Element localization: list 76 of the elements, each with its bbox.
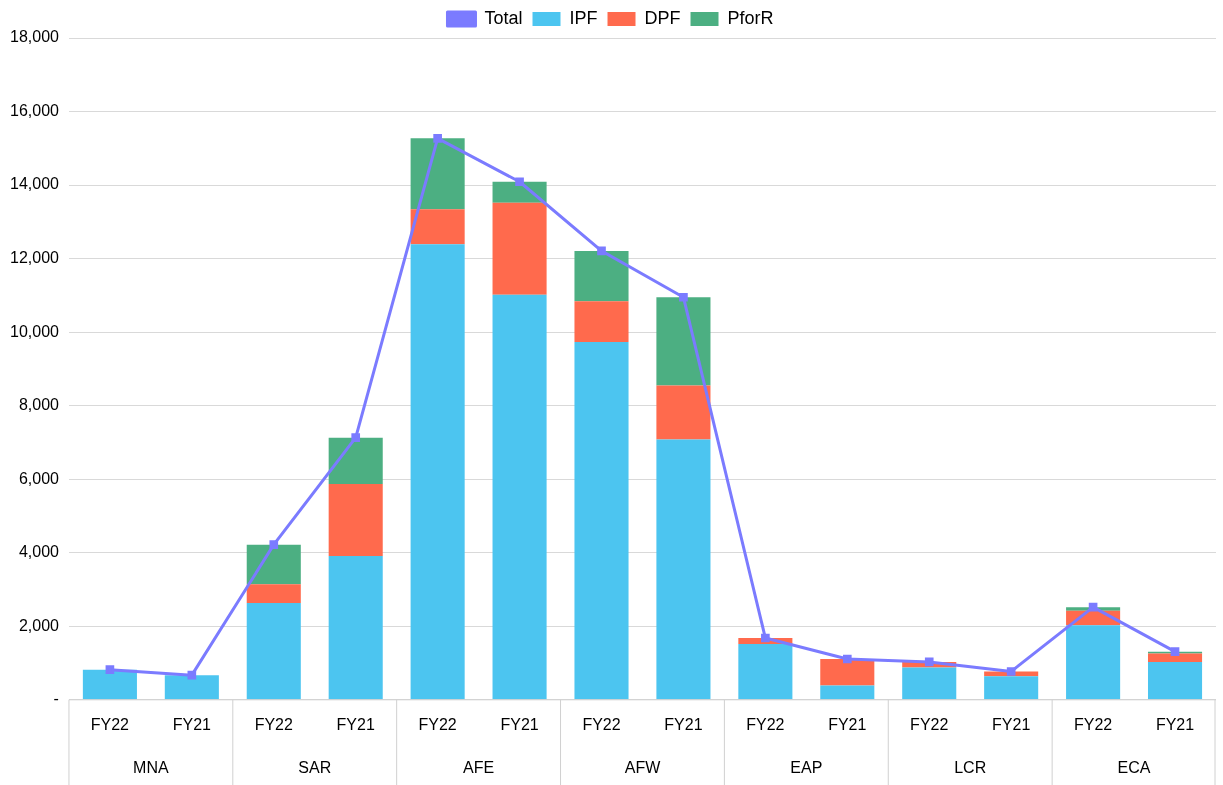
bar: [738, 643, 793, 700]
x-tick-label: FY22: [582, 715, 621, 733]
x-tick-label: FY22: [90, 715, 130, 733]
y-tick-label: 4,000: [18, 543, 60, 561]
point: [761, 633, 770, 643]
legend-label: PforR: [727, 7, 774, 28]
text: MNA: [133, 759, 169, 777]
point: [187, 670, 197, 680]
y-tick-label: 6,000: [18, 469, 60, 487]
bar: [164, 675, 219, 700]
point: [597, 246, 606, 256]
text: AFE: [463, 759, 495, 777]
x-tick-label: FY21: [500, 715, 539, 733]
point: [269, 540, 279, 549]
y-tick-label: 10,000: [10, 322, 60, 340]
point: [842, 654, 852, 664]
bar: [328, 437, 383, 484]
text: AFW: [624, 759, 662, 777]
bar: [656, 439, 711, 700]
y-tick-label: 18,000: [10, 28, 60, 46]
y-tick-label: -: [53, 690, 59, 708]
x-tick-label: FY21: [172, 715, 212, 733]
text: EAP: [790, 759, 823, 777]
bar: [246, 603, 301, 700]
bar: [328, 556, 383, 700]
x-tick-label: FY21: [828, 715, 867, 733]
point: [433, 134, 442, 143]
y-tick-label: 14,000: [10, 175, 60, 193]
point: [1170, 647, 1180, 656]
x-tick-label: FY21: [992, 715, 1031, 733]
bar: [984, 676, 1039, 700]
bar: [820, 658, 875, 686]
y-tick-label: 8,000: [18, 396, 60, 414]
bar: [574, 301, 629, 343]
x-tick-label: FY22: [418, 715, 457, 733]
x-tick-label: FY22: [1073, 715, 1113, 733]
point: [1006, 667, 1016, 676]
bar: [410, 244, 465, 700]
bar: [246, 584, 301, 604]
point: [351, 433, 361, 442]
x-tick-label: FY21: [1155, 715, 1195, 733]
legend-label: DPF: [644, 7, 681, 28]
x-tick-label: FY21: [336, 715, 375, 733]
y-tick-label: 12,000: [10, 249, 60, 267]
bar: [492, 294, 547, 700]
text: LCR: [954, 759, 987, 777]
bar: [328, 483, 383, 557]
legend-label: IPF: [569, 7, 598, 28]
bar: [1148, 661, 1203, 700]
point: [679, 292, 688, 302]
point: [105, 665, 115, 674]
point: [924, 657, 934, 667]
bar: [82, 669, 137, 700]
x-tick-label: FY22: [910, 715, 949, 733]
bar: [656, 297, 711, 386]
text: SAR: [298, 759, 332, 777]
bar: [820, 685, 875, 700]
x-tick-label: FY22: [254, 715, 293, 733]
bar: [574, 250, 629, 302]
bar: [492, 202, 547, 295]
point: [515, 177, 524, 187]
x-tick-label: FY21: [664, 715, 703, 733]
bar: [656, 385, 711, 440]
text: ECA: [1117, 759, 1151, 777]
bar: [574, 342, 629, 700]
point: [1088, 602, 1098, 612]
bar: [410, 209, 465, 245]
bar: [410, 138, 465, 210]
bar: [246, 544, 301, 585]
y-tick-label: 16,000: [10, 101, 60, 119]
x-tick-label: FY22: [746, 715, 785, 733]
bar: [1066, 625, 1121, 700]
bar: [902, 667, 957, 700]
y-tick-label: 2,000: [18, 616, 60, 634]
bar: [1148, 653, 1203, 662]
legend-label: Total: [484, 7, 523, 28]
